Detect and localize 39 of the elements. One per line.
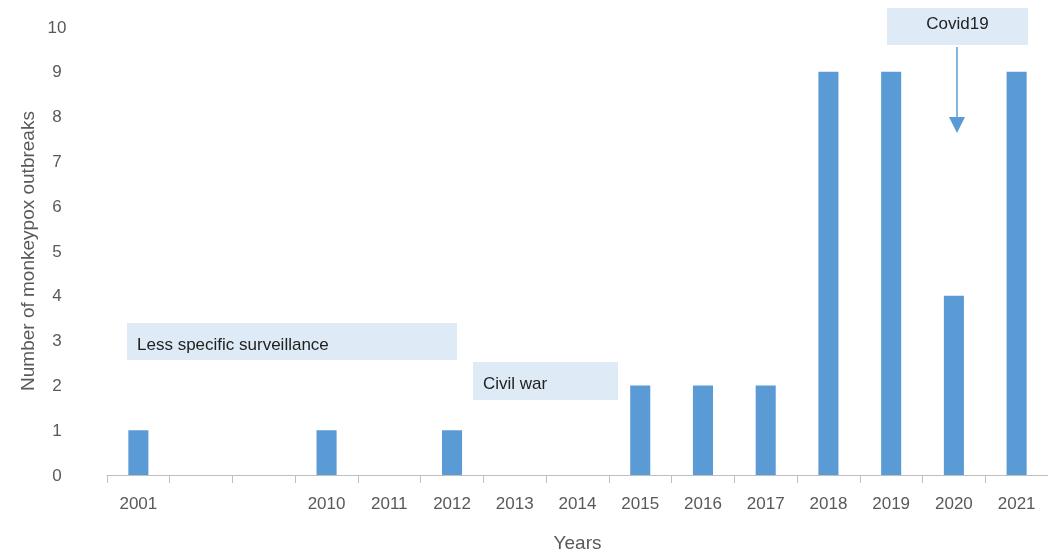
- y-tick-label: 0: [52, 465, 62, 485]
- bar: [755, 385, 776, 475]
- x-tick-label: 2001: [119, 494, 158, 513]
- y-tick-label: 6: [52, 196, 62, 216]
- bar: [881, 71, 902, 475]
- bar: [442, 430, 463, 475]
- y-tick-label: 10: [47, 17, 67, 37]
- x-tick-label: 2015: [621, 494, 660, 513]
- x-tick-label: 2021: [997, 494, 1036, 513]
- x-tick-label: 2013: [495, 494, 534, 513]
- y-axis-title: Number of monkeypox outbreaks: [16, 111, 38, 391]
- x-tick-label: 2019: [872, 494, 911, 513]
- y-tick-label: 1: [52, 420, 62, 440]
- x-axis-title: Years: [553, 532, 602, 553]
- x-tick-label: 2018: [809, 494, 848, 513]
- bar: [316, 430, 337, 475]
- x-tick-label: 2017: [746, 494, 785, 513]
- y-tick-label: 7: [52, 151, 62, 171]
- y-tick-label: 3: [52, 331, 62, 351]
- note-box: Less specific surveillance: [127, 323, 457, 360]
- y-tick-label: 9: [52, 62, 62, 82]
- y-tick-label: 8: [52, 107, 62, 127]
- x-tick-label: 2011: [371, 494, 408, 513]
- y-tick-label: 4: [52, 286, 62, 306]
- note-box: Covid19: [887, 8, 1028, 45]
- x-tick-label: 2010: [307, 494, 346, 513]
- bar: [1006, 71, 1027, 475]
- x-tick-label: 2020: [934, 494, 973, 513]
- x-tick-label: 2012: [433, 494, 471, 513]
- bar: [943, 295, 964, 475]
- bar: [128, 430, 149, 475]
- y-tick-label: 2: [52, 375, 62, 395]
- bar: [630, 385, 651, 475]
- y-tick-label: 5: [52, 241, 62, 261]
- x-tick-label: 2016: [684, 494, 722, 513]
- bar: [818, 71, 839, 475]
- bar: [692, 385, 713, 475]
- note-box: Civil war: [473, 362, 618, 400]
- x-tick-label: 2014: [558, 494, 597, 513]
